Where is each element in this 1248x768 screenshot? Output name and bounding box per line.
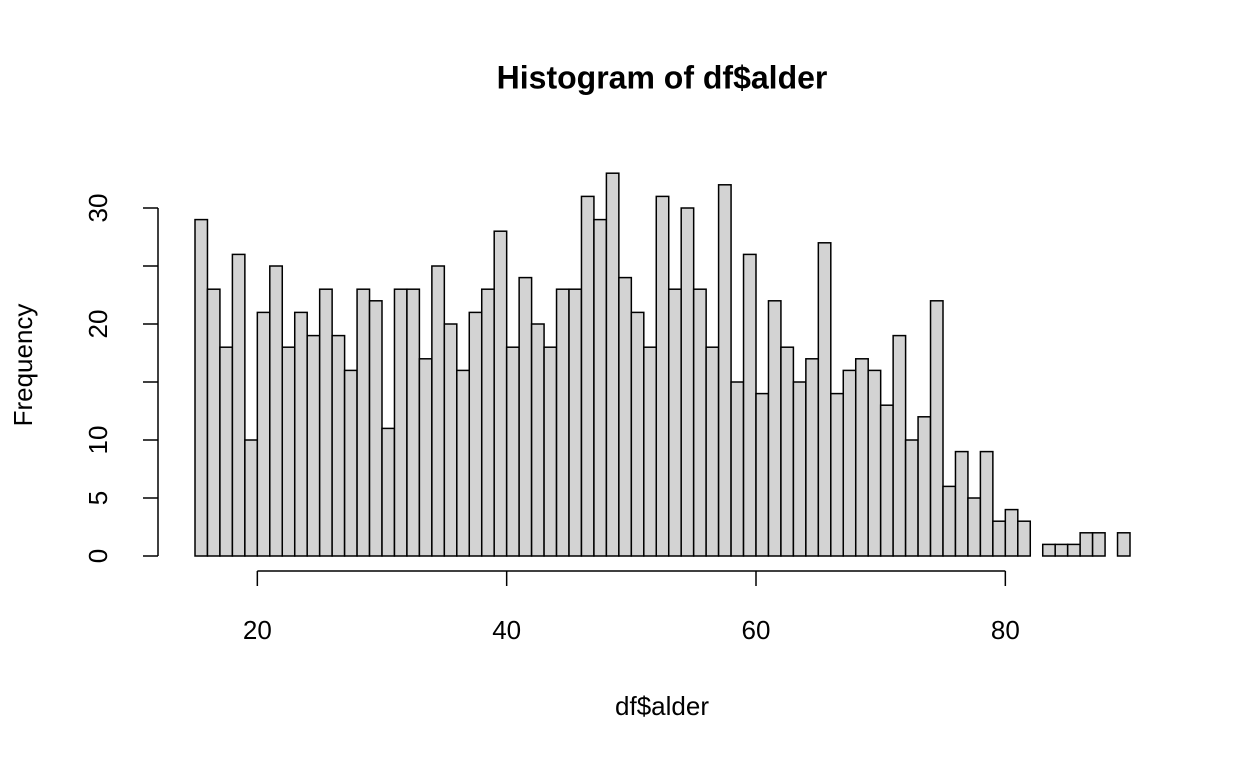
bar [256,311,271,557]
bar [655,195,670,557]
y-tick-label: 30 [83,194,113,223]
bar [194,218,209,557]
bar [356,288,371,557]
bar [979,450,994,557]
bar [1004,508,1019,557]
bar [917,416,932,557]
bar [518,276,533,557]
bar [755,392,770,557]
y-tick-label: 5 [83,491,113,505]
bar [730,381,745,557]
bar [219,346,234,557]
bar [1066,543,1081,557]
bar [1116,532,1131,557]
x-tick-label: 60 [742,615,771,645]
bar [480,288,495,557]
bar [431,265,446,557]
bar [231,253,246,557]
bar [281,346,296,557]
bar [269,265,284,557]
bar [1091,532,1106,557]
bar [692,288,707,557]
bar [406,288,421,557]
bar [1041,543,1056,557]
bar [817,242,832,557]
bar [879,404,894,557]
bar [580,195,595,557]
bar [830,392,845,557]
y-tick-label: 20 [83,310,113,339]
bar [780,346,795,557]
x-tick-label: 80 [991,615,1020,645]
bar [368,300,383,557]
bar [705,346,720,557]
bar [667,288,682,557]
bar [1079,532,1094,557]
bar [892,334,907,557]
bar [680,207,695,557]
bar [393,288,408,557]
x-tick-label: 40 [492,615,521,645]
bar [643,346,658,557]
bar [792,381,807,557]
bar [854,358,869,557]
bar [742,253,757,557]
bar [954,450,969,557]
bar [418,358,433,557]
bar [767,300,782,557]
bar [493,230,508,557]
x-tick-label: 20 [243,615,272,645]
bar [543,346,558,557]
bar [568,288,583,557]
bar [381,427,396,557]
bar [331,334,346,557]
bar [244,439,259,557]
bar [318,288,333,557]
bar [530,323,545,557]
y-tick-label: 10 [83,426,113,455]
bar [992,520,1007,557]
bar [967,497,982,557]
bar [593,218,608,557]
bar [505,346,520,557]
chart-title: Histogram of df$alder [497,59,828,95]
bar [1054,543,1069,557]
x-axis-label: df$alder [615,691,709,721]
bar [867,369,882,557]
bar [293,311,308,557]
bar [904,439,919,557]
bar [605,172,620,557]
bar [443,323,458,557]
y-axis-label: Frequency [8,304,38,427]
bar [842,369,857,557]
bar [805,358,820,557]
bar [306,334,321,557]
bar [343,369,358,557]
bar [929,300,944,557]
bar [942,485,957,557]
bar [618,276,633,557]
bar [555,288,570,557]
bar [456,369,471,557]
bar [206,288,221,557]
bar [1017,520,1032,557]
bar [468,311,483,557]
y-tick-label: 0 [83,549,113,563]
bar [630,311,645,557]
bar [717,184,732,557]
